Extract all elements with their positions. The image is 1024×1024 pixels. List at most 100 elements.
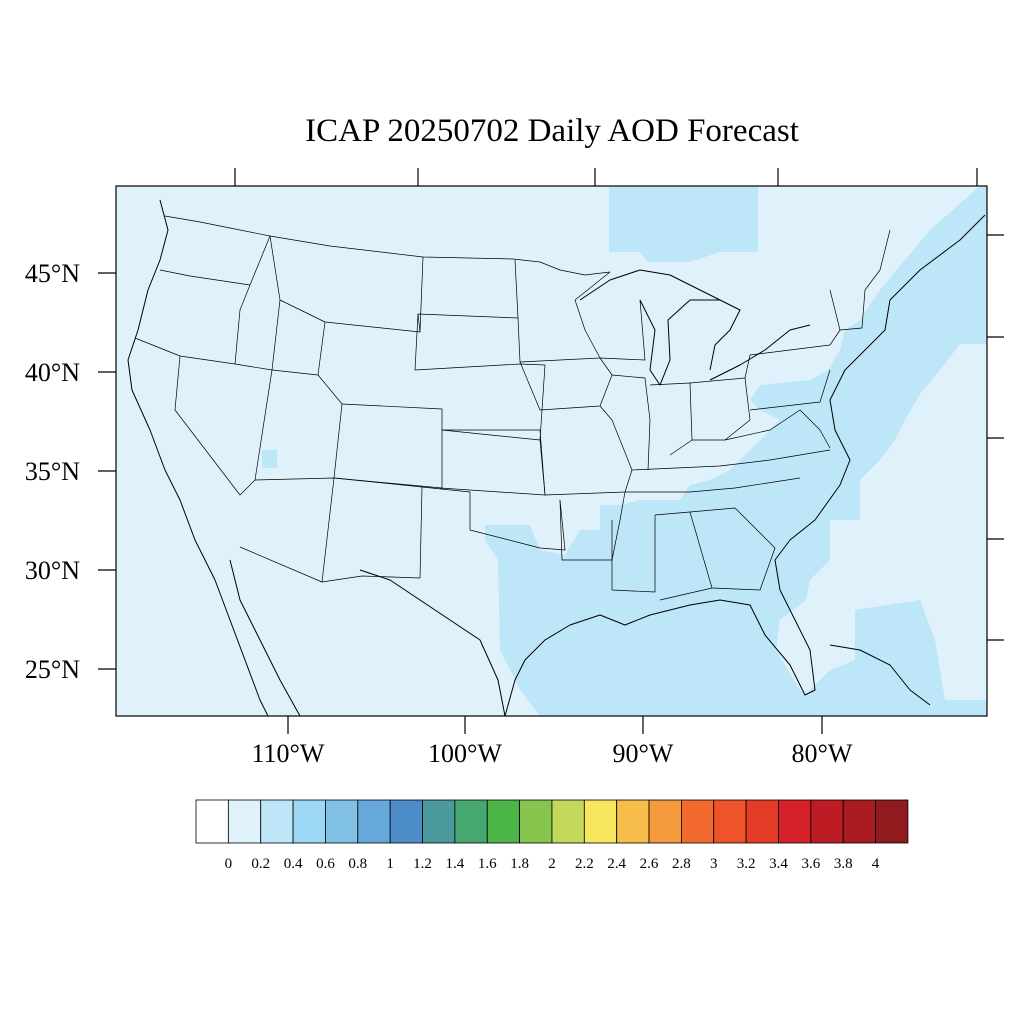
colorbar-box-18 <box>778 799 812 844</box>
border-nebraska <box>414 313 546 441</box>
border-illinois <box>611 374 651 471</box>
colorbar-tick-label: 3.4 <box>769 856 788 872</box>
colorbar-tick-label: 3.6 <box>801 856 820 872</box>
border-pa-south <box>749 369 831 411</box>
colorbar-tick-label: 2.8 <box>672 856 691 872</box>
colorbar-box-12 <box>583 799 618 844</box>
border-alabama <box>654 511 713 601</box>
border-canada-west <box>164 215 611 276</box>
border-new-mexico <box>321 477 423 583</box>
colorbar-tick-label: 1.4 <box>446 856 465 872</box>
border-tn-south <box>625 477 801 493</box>
colorbar-box-14 <box>648 799 682 844</box>
lat-label-25: 25°N <box>25 655 80 684</box>
colorbar-tick-label: 0.6 <box>316 856 335 872</box>
colorbar-box-0 <box>195 799 229 844</box>
border-colorado <box>333 403 443 489</box>
colorbar-box-2 <box>260 799 294 844</box>
colorbar-tick-label: 3 <box>710 856 718 872</box>
coast-baja-gulf <box>229 559 301 717</box>
colorbar-tick-label: 2.4 <box>607 856 626 872</box>
map-title: ICAP 20250702 Daily AOD Forecast <box>305 113 799 149</box>
left-ticks <box>98 272 116 670</box>
colorbar-box-5 <box>357 799 391 844</box>
border-arizona-nm <box>239 477 335 583</box>
colorbar-tick-label: 0.2 <box>251 856 270 872</box>
border-utah-east <box>271 369 343 479</box>
colorbar-tick-label: 0 <box>225 856 233 872</box>
lon-label-100w: 100°W <box>428 739 502 768</box>
colorbar-tick-label: 0.4 <box>284 856 303 872</box>
colorbar-labels: 0 0.2 0.4 0.6 0.8 1 1.2 1.4 1.6 1.8 2 2.2 2.4 2.6 2.8 3… <box>225 856 880 872</box>
colorbar-box-4 <box>325 799 359 844</box>
aod-patch-southwest-small <box>262 450 277 468</box>
coast-lake-michigan <box>639 299 741 386</box>
border-dakotas <box>417 259 519 333</box>
coast-mexico-east <box>359 569 506 717</box>
border-tn-ky <box>631 449 831 471</box>
colorbar-tick-label: 3.8 <box>834 856 853 872</box>
bottom-ticks <box>287 716 823 734</box>
colorbar-tick-label: 3.2 <box>737 856 756 872</box>
colorbar-box-9 <box>486 799 520 844</box>
coast-pacific <box>127 199 269 717</box>
colorbar-tick-label: 4 <box>872 856 880 872</box>
colorbar <box>195 799 909 844</box>
colorbar-tick-label: 2.2 <box>575 856 594 872</box>
colorbar-box-1 <box>227 799 262 844</box>
border-idaho <box>234 235 281 371</box>
border-new-england <box>839 229 891 331</box>
top-ticks <box>234 168 978 186</box>
colorbar-tick-label: 1.2 <box>413 856 432 872</box>
lon-label-80w: 80°W <box>792 739 853 768</box>
colorbar-box-19 <box>810 799 844 844</box>
border-wisconsin <box>599 299 646 361</box>
border-missouri-arkansas <box>539 405 633 496</box>
state-boundaries <box>134 215 891 601</box>
colorbar-box-6 <box>389 799 423 844</box>
aod-patch-atlantic-northeast <box>485 186 987 716</box>
border-wyoming <box>317 321 326 376</box>
colorbar-tick-label: 1.6 <box>478 856 497 872</box>
border-washington-oregon <box>159 235 271 286</box>
coast-gulf-mexico <box>504 214 986 717</box>
border-texas-ok <box>421 486 566 551</box>
aod-patch-caribbean <box>800 600 987 716</box>
lon-label-110w: 110°W <box>252 739 325 768</box>
border-montana-south <box>279 256 424 333</box>
colorbar-box-3 <box>292 799 326 844</box>
colorbar-tick-label: 2.6 <box>640 856 659 872</box>
colorbar-box-11 <box>551 799 585 844</box>
lon-label-90w: 90°W <box>613 739 674 768</box>
colorbar-box-7 <box>422 799 456 844</box>
colorbar-tick-label: 1.8 <box>510 856 529 872</box>
colorbar-box-16 <box>713 799 747 844</box>
colorbar-box-21 <box>875 799 909 844</box>
coast-caribbean-islands <box>829 644 931 706</box>
border-indiana-ohio <box>649 382 693 456</box>
colorbar-box-10 <box>519 799 553 844</box>
lat-label-30: 30°N <box>25 556 80 585</box>
border-mississippi <box>611 515 656 593</box>
border-kansas-ok <box>439 429 546 496</box>
colorbar-tick-label: 2 <box>548 856 556 872</box>
border-pa-ny <box>744 289 841 379</box>
colorbar-box-15 <box>681 799 715 844</box>
colorbar-tick-label: 0.8 <box>348 856 367 872</box>
border-ohio-east <box>689 377 751 441</box>
map-frame <box>115 185 988 717</box>
aod-patch-great-lakes-north <box>609 186 758 262</box>
lat-label-35: 35°N <box>25 457 80 486</box>
border-minnesota <box>517 271 611 363</box>
right-ticks <box>987 234 1004 641</box>
lat-label-45: 45°N <box>25 259 80 288</box>
colorbar-box-8 <box>454 799 488 844</box>
colorbar-box-20 <box>842 799 876 844</box>
coastlines <box>127 199 986 717</box>
border-virginia <box>724 409 831 449</box>
coast-lake-superior <box>579 269 721 301</box>
colorbar-box-17 <box>745 799 779 844</box>
border-georgia <box>689 507 776 591</box>
coast-lake-erie <box>709 324 811 381</box>
